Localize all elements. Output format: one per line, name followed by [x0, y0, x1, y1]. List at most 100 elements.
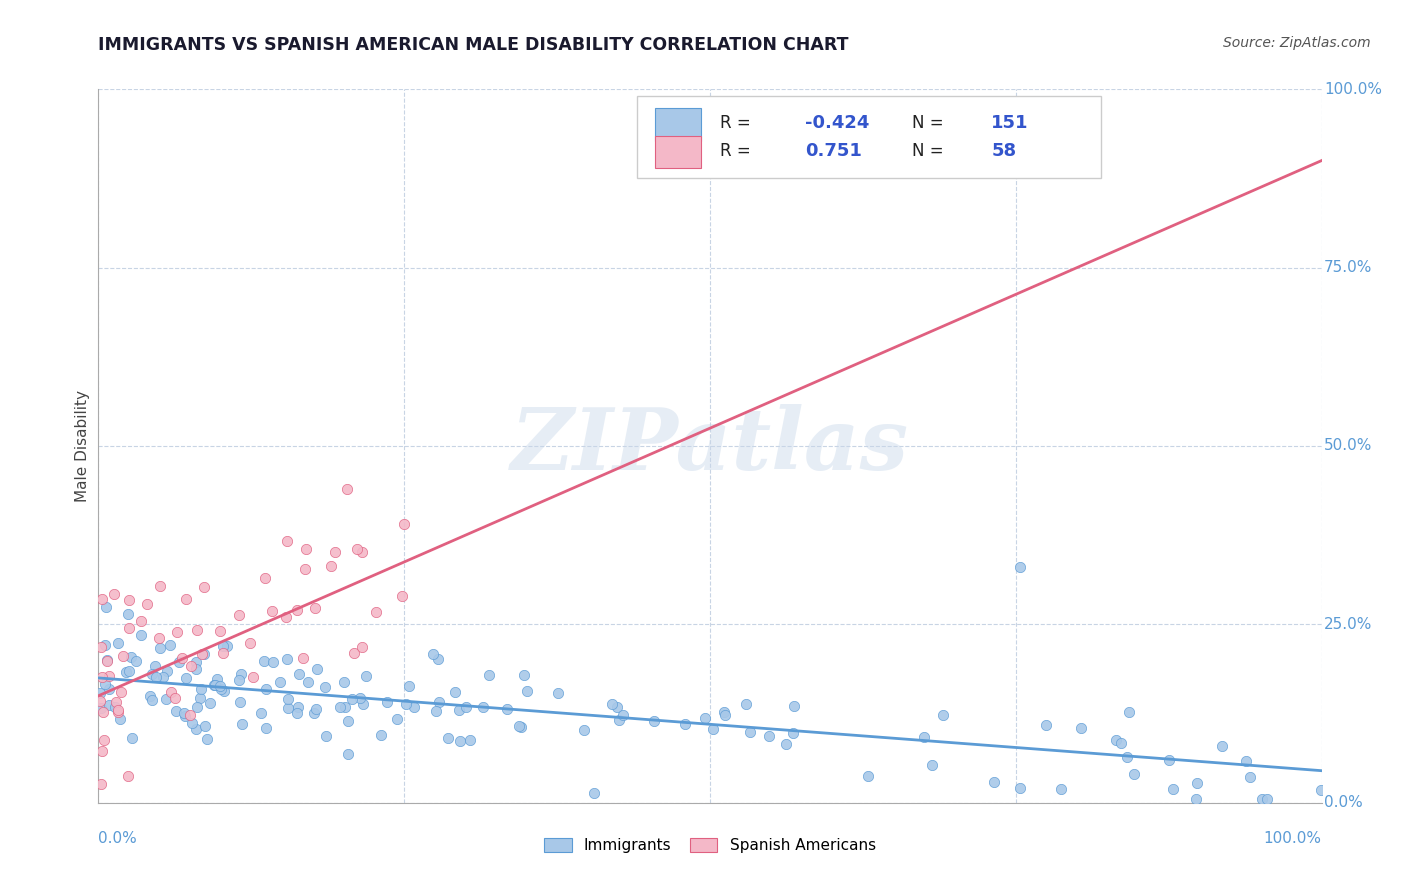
Point: [254, 681, 277, 696]
Point: [427, 695, 450, 709]
Point: [449, 734, 471, 748]
Point: [155, 692, 177, 706]
Point: [783, 698, 806, 713]
Text: R =: R =: [720, 114, 751, 132]
Point: [287, 706, 309, 720]
Point: [97, 669, 120, 683]
Text: 50.0%: 50.0%: [1324, 439, 1372, 453]
Point: [202, 678, 225, 692]
Point: [97, 682, 120, 697]
Point: [370, 728, 392, 742]
Text: 0.0%: 0.0%: [98, 831, 138, 847]
Point: [165, 704, 187, 718]
Point: [336, 714, 359, 728]
Point: [90, 776, 112, 790]
Point: [513, 668, 536, 682]
Point: [340, 691, 363, 706]
Point: [174, 671, 197, 685]
Point: [197, 732, 219, 747]
Point: [89, 686, 111, 700]
Point: [343, 646, 366, 660]
Point: [89, 694, 111, 708]
Point: [117, 607, 139, 622]
Point: [392, 516, 416, 531]
Point: [149, 579, 172, 593]
Point: [304, 706, 326, 721]
Point: [103, 587, 125, 601]
Point: [346, 542, 368, 557]
Point: [118, 592, 141, 607]
Point: [1109, 736, 1132, 750]
Point: [315, 729, 337, 743]
Point: [449, 703, 471, 717]
Point: [288, 666, 311, 681]
Point: [110, 685, 132, 699]
Point: [583, 785, 606, 799]
Point: [141, 667, 163, 681]
Point: [713, 707, 735, 722]
Point: [1159, 753, 1181, 767]
Point: [329, 699, 352, 714]
Point: [921, 757, 943, 772]
Point: [350, 640, 373, 654]
Point: [170, 651, 193, 665]
Point: [90, 640, 112, 654]
Point: [148, 631, 170, 645]
Point: [254, 721, 277, 735]
Point: [179, 707, 201, 722]
Point: [111, 648, 134, 663]
Point: [366, 605, 388, 619]
Point: [443, 685, 465, 699]
Point: [249, 706, 271, 720]
Point: [94, 677, 117, 691]
Point: [160, 684, 183, 698]
Point: [1309, 783, 1331, 797]
Point: [145, 659, 167, 673]
Text: IMMIGRANTS VS SPANISH AMERICAN MALE DISABILITY CORRELATION CHART: IMMIGRANTS VS SPANISH AMERICAN MALE DISA…: [98, 36, 849, 54]
Point: [508, 719, 530, 733]
Point: [932, 708, 955, 723]
Point: [118, 664, 141, 678]
Point: [269, 674, 291, 689]
Point: [205, 672, 228, 686]
Point: [97, 698, 120, 713]
Point: [398, 679, 420, 693]
Point: [208, 679, 231, 693]
Point: [352, 697, 374, 711]
Point: [193, 580, 215, 594]
Point: [1049, 781, 1071, 796]
Point: [336, 747, 359, 762]
Point: [186, 700, 208, 714]
Point: [1187, 776, 1209, 790]
Point: [307, 662, 329, 676]
Bar: [655, 136, 702, 168]
Point: [186, 623, 208, 637]
Point: [193, 647, 215, 661]
Point: [93, 733, 115, 747]
Point: [208, 624, 231, 639]
Point: [1116, 750, 1139, 764]
Text: ZIPatlas: ZIPatlas: [510, 404, 910, 488]
Point: [173, 706, 195, 721]
Point: [643, 714, 665, 728]
Point: [194, 719, 217, 733]
Point: [1070, 721, 1092, 735]
Point: [600, 697, 623, 711]
Point: [152, 670, 174, 684]
Point: [96, 652, 118, 666]
Point: [118, 622, 141, 636]
Point: [231, 717, 253, 731]
Point: [354, 668, 377, 682]
Point: [1161, 782, 1184, 797]
Point: [1211, 739, 1233, 753]
Point: [204, 678, 226, 692]
Point: [129, 628, 152, 642]
Point: [612, 707, 634, 722]
Point: [287, 603, 309, 617]
Point: [606, 699, 628, 714]
Point: [1123, 767, 1146, 781]
Point: [90, 592, 112, 607]
Point: [1105, 733, 1128, 747]
Point: [186, 662, 208, 676]
Point: [472, 700, 495, 714]
